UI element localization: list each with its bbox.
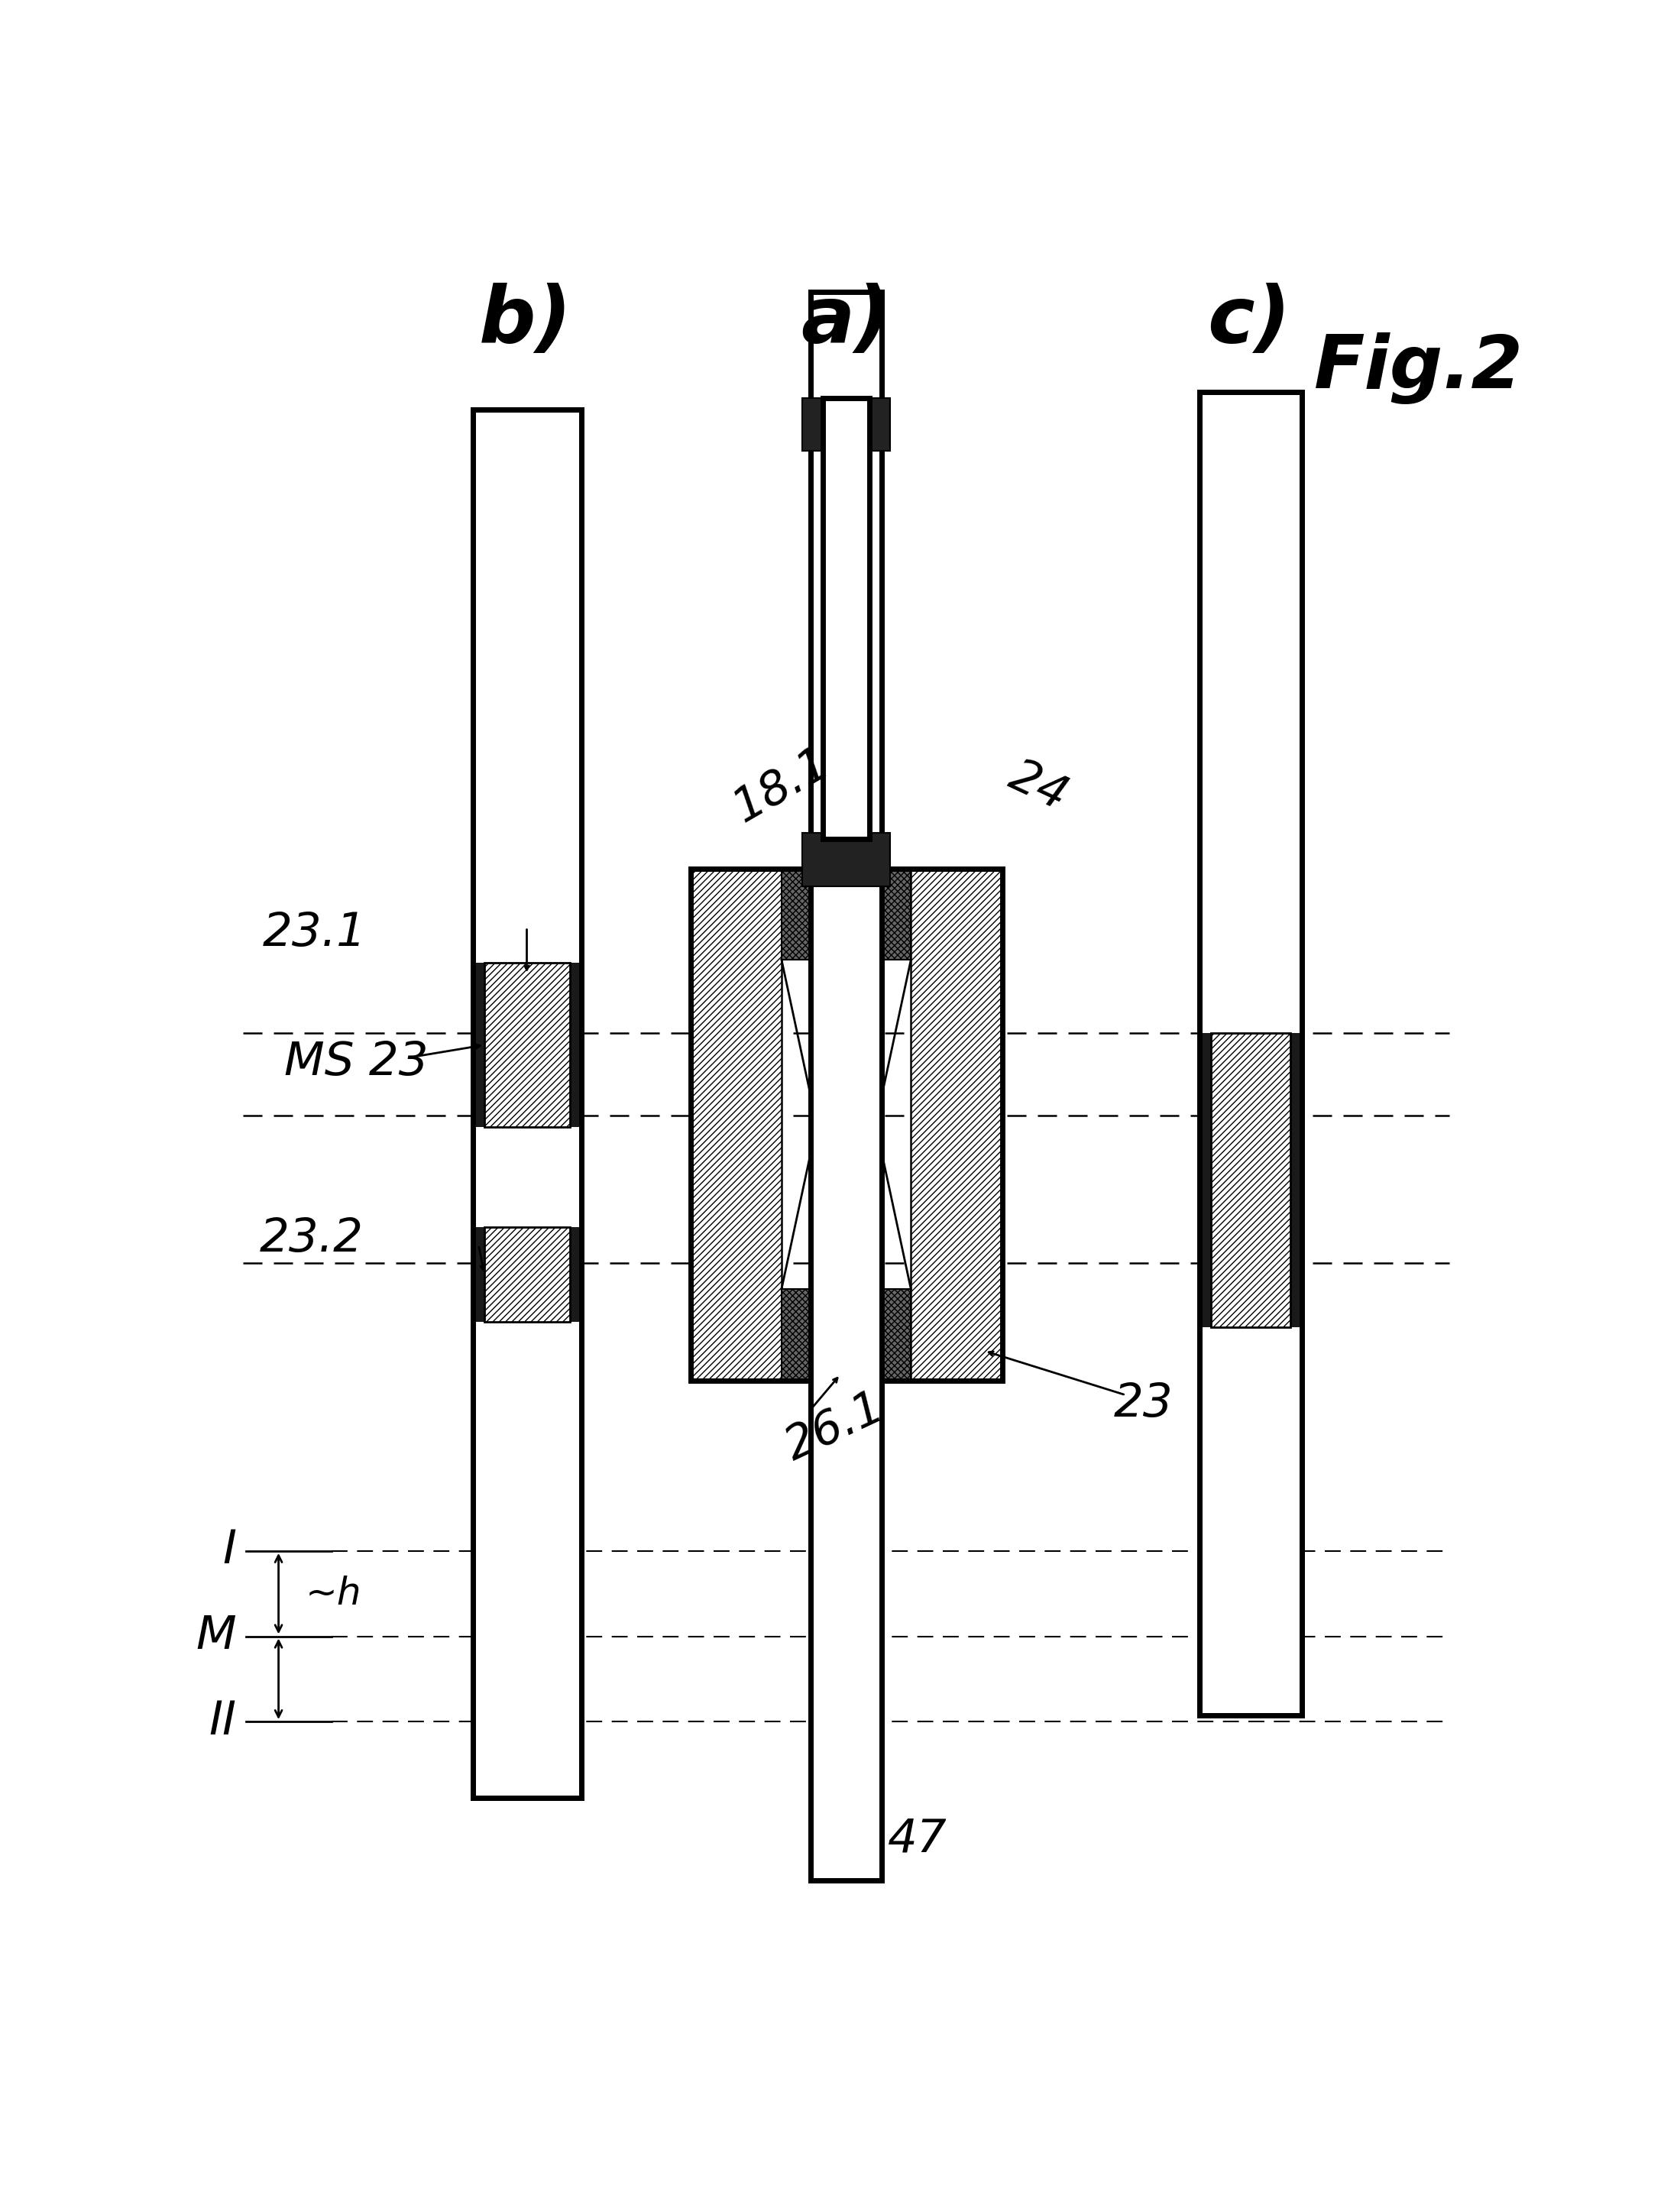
Text: 23.2: 23.2 — [260, 1217, 364, 1261]
Text: 24: 24 — [1003, 752, 1075, 818]
Text: b): b) — [480, 283, 572, 361]
Bar — [471, 1228, 485, 1321]
Bar — [1211, 1033, 1290, 1327]
Bar — [840, 1290, 911, 1380]
Bar — [812, 292, 882, 1880]
Text: 26.1: 26.1 — [778, 1385, 892, 1469]
Text: c): c) — [1207, 283, 1291, 361]
Text: ~h: ~h — [305, 1575, 361, 1613]
Text: II: II — [208, 1699, 236, 1743]
Bar — [570, 962, 582, 1128]
Text: 23: 23 — [1114, 1380, 1174, 1427]
Bar — [691, 869, 781, 1380]
Bar — [911, 869, 1003, 1380]
Bar — [781, 869, 852, 960]
Bar — [840, 869, 911, 960]
Bar — [485, 962, 570, 1128]
Text: Fig.2: Fig.2 — [1313, 332, 1523, 405]
Text: MS 23: MS 23 — [285, 1040, 429, 1086]
Bar — [1197, 1033, 1211, 1327]
Bar — [485, 1228, 570, 1321]
Bar — [570, 1228, 582, 1321]
Bar — [1290, 1033, 1303, 1327]
Text: I: I — [223, 1528, 236, 1573]
Bar — [473, 409, 582, 1798]
Bar — [812, 292, 882, 1880]
Text: M: M — [196, 1615, 236, 1659]
Text: 18.1: 18.1 — [726, 741, 838, 832]
Bar — [823, 398, 870, 838]
Bar — [471, 962, 485, 1128]
Bar — [1199, 392, 1301, 1717]
Bar — [1199, 392, 1301, 1717]
Text: 47: 47 — [887, 1816, 948, 1863]
Bar — [802, 834, 890, 887]
Text: 23.1: 23.1 — [263, 911, 367, 956]
Bar — [691, 869, 1003, 1380]
Bar — [802, 398, 890, 451]
Text: a): a) — [802, 283, 890, 361]
Bar — [781, 1290, 852, 1380]
Bar — [808, 856, 884, 1391]
Bar — [473, 409, 582, 1798]
